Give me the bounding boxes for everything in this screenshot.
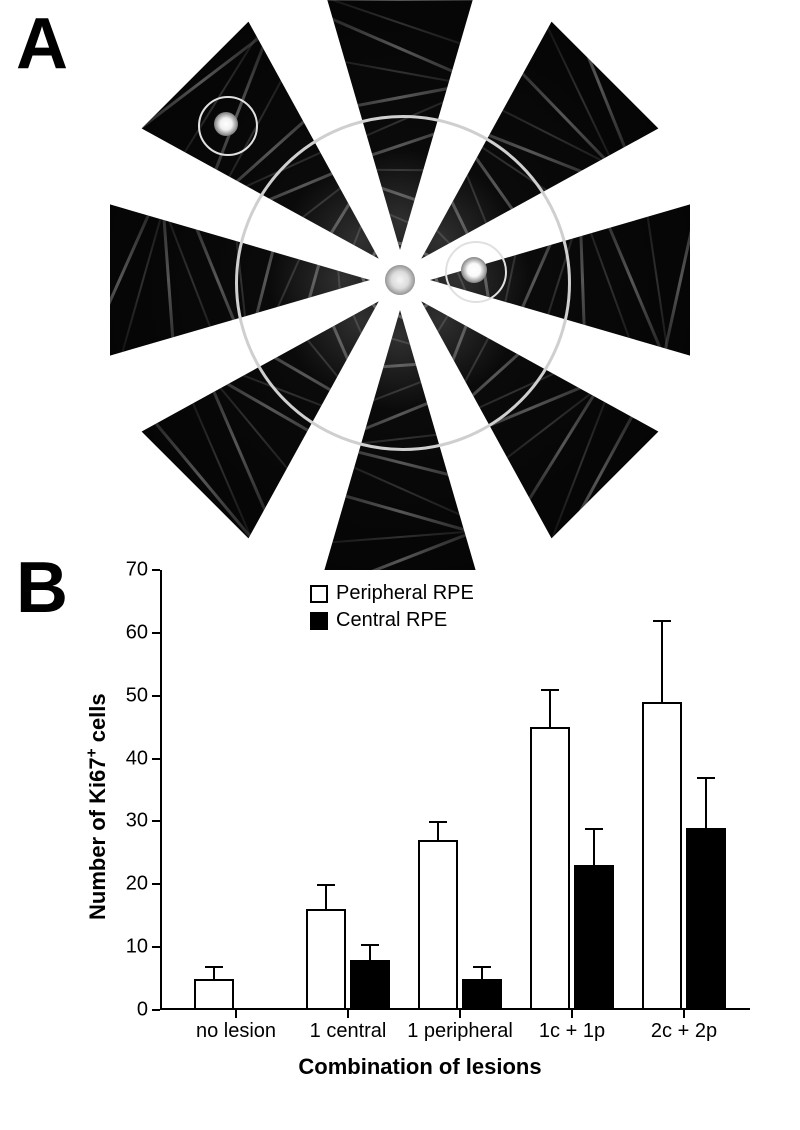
error-bar [593,828,595,866]
vessel-streak [310,436,490,540]
bar-chart: Peripheral RPECentral RPE 01020304050607… [160,570,750,1010]
error-cap [317,884,335,886]
y-tick-label: 70 [126,559,160,582]
y-axis-label: Number of Ki67+ cells [84,693,111,920]
vessel-streak [564,190,652,370]
error-bar [549,689,551,727]
error-cap [541,689,559,691]
y-tick-label: 20 [126,873,160,896]
x-tick-label: 1 central [310,1010,387,1043]
central-boundary-ring [235,115,571,451]
figure: A B Number of Ki67+ cells Peripheral RPE… [0,0,800,1130]
panel-b-label: B [16,552,68,624]
panel-a-label: A [16,8,68,80]
bar-peripheral [642,702,682,1010]
bar-peripheral [194,979,234,1010]
retina-flatmount [90,20,710,540]
panel-a [90,20,710,540]
vessel-streak [158,190,179,370]
error-bar [369,944,371,960]
error-bar [661,620,663,702]
vessel-streak [526,11,637,212]
vessel-streak [310,0,490,100]
panel-b: Number of Ki67+ cells Peripheral RPECent… [80,560,760,1100]
error-cap [473,966,491,968]
bar-central [574,865,614,1010]
bar-central [686,828,726,1010]
y-tick-label: 40 [126,747,160,770]
x-tick-label: no lesion [196,1010,276,1043]
vessel-streak [310,49,490,96]
error-bar [705,777,707,827]
vessel-streak [146,190,239,370]
y-axis-label-text: Number of Ki67+ cells [85,693,110,920]
bar-central [350,960,390,1010]
bar-central [462,979,502,1010]
plot-area [160,570,750,1010]
vessel-streak [168,345,270,548]
error-cap [653,620,671,622]
vessel-streak [131,381,283,549]
bar-peripheral [530,727,570,1010]
bar-peripheral [306,909,346,1010]
error-cap [205,966,223,968]
error-cap [361,944,379,946]
y-tick-label: 50 [126,684,160,707]
error-cap [697,777,715,779]
error-bar [437,821,439,840]
error-cap [429,821,447,823]
error-bar [325,884,327,909]
lesion-spot [461,257,487,283]
y-tick-label: 10 [126,936,160,959]
y-tick-label: 0 [137,999,160,1022]
vessel-streak [550,11,647,199]
bar-peripheral [418,840,458,1010]
y-tick-label: 60 [126,621,160,644]
error-cap [585,828,603,830]
x-tick-label: 1c + 1p [539,1010,605,1043]
x-tick-label: 2c + 2p [651,1010,717,1043]
x-axis-label: Combination of lesions [80,1054,760,1080]
x-tick-label: 1 peripheral [407,1010,513,1043]
vessel-streak [577,190,589,370]
y-tick-label: 30 [126,810,160,833]
vessel-streak [310,0,490,65]
